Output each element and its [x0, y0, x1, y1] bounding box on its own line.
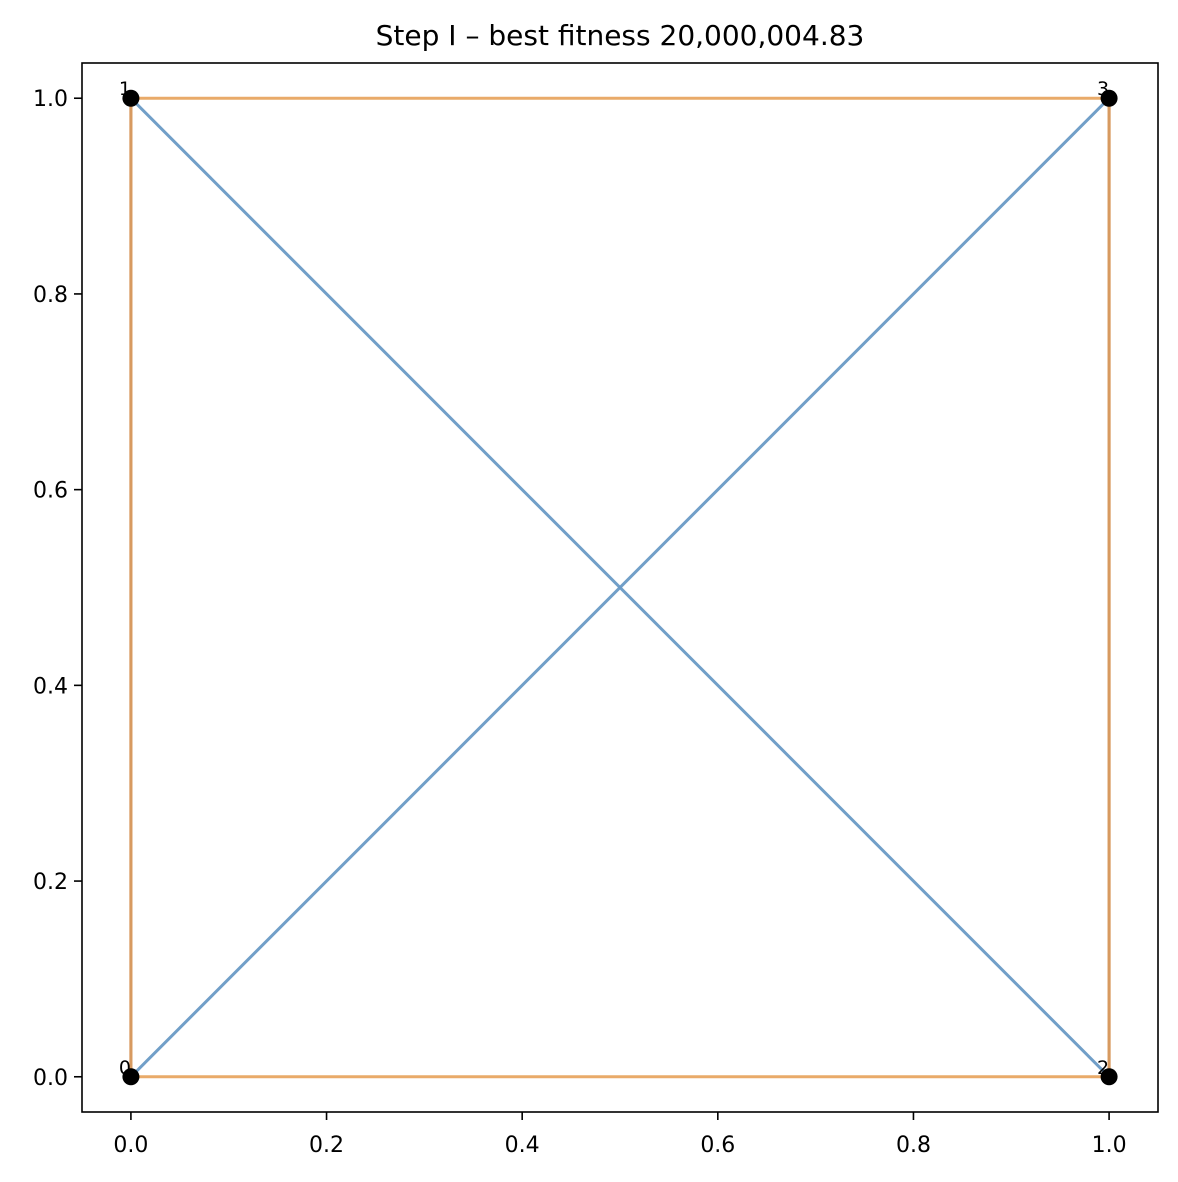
nodes-layer	[122, 89, 1118, 1086]
node-point-2	[1100, 1068, 1118, 1086]
y-tick-label: 0.8	[33, 283, 68, 308]
node-label-1: 1	[119, 78, 131, 100]
y-axis: 0.0 0.2 0.4 0.6 0.8 1.0	[33, 87, 82, 1091]
y-tick-label: 0.6	[33, 479, 68, 504]
plot-frame	[81, 62, 1159, 1113]
node-label-0: 0	[119, 1057, 131, 1079]
y-tick-label: 0.4	[33, 674, 68, 699]
x-tick-label: 0.0	[113, 1133, 148, 1158]
y-tick-label: 0.2	[33, 870, 68, 895]
x-tick-label: 0.4	[505, 1133, 540, 1158]
node-label-3: 3	[1097, 78, 1109, 100]
node-labels-layer: 0 1 2 3	[119, 78, 1109, 1079]
chart-title: Step I – best fitness 20,000,004.83	[376, 19, 865, 52]
node-point-0	[122, 1068, 140, 1086]
x-tick-label: 1.0	[1092, 1133, 1127, 1158]
edges-layer	[129, 96, 1111, 1079]
x-tick-label: 0.2	[309, 1133, 344, 1158]
series-1-edge-0-3	[129, 97, 1111, 1078]
node-label-2: 2	[1097, 1057, 1109, 1079]
node-point-1	[122, 89, 140, 107]
x-tick-label: 0.6	[700, 1133, 735, 1158]
x-tick-label: 0.8	[896, 1133, 931, 1158]
y-tick-label: 1.0	[33, 87, 68, 112]
y-tick-label: 0.0	[33, 1066, 68, 1091]
node-point-3	[1100, 89, 1118, 107]
x-axis: 0.0 0.2 0.4 0.6 0.8 1.0	[113, 1112, 1127, 1158]
